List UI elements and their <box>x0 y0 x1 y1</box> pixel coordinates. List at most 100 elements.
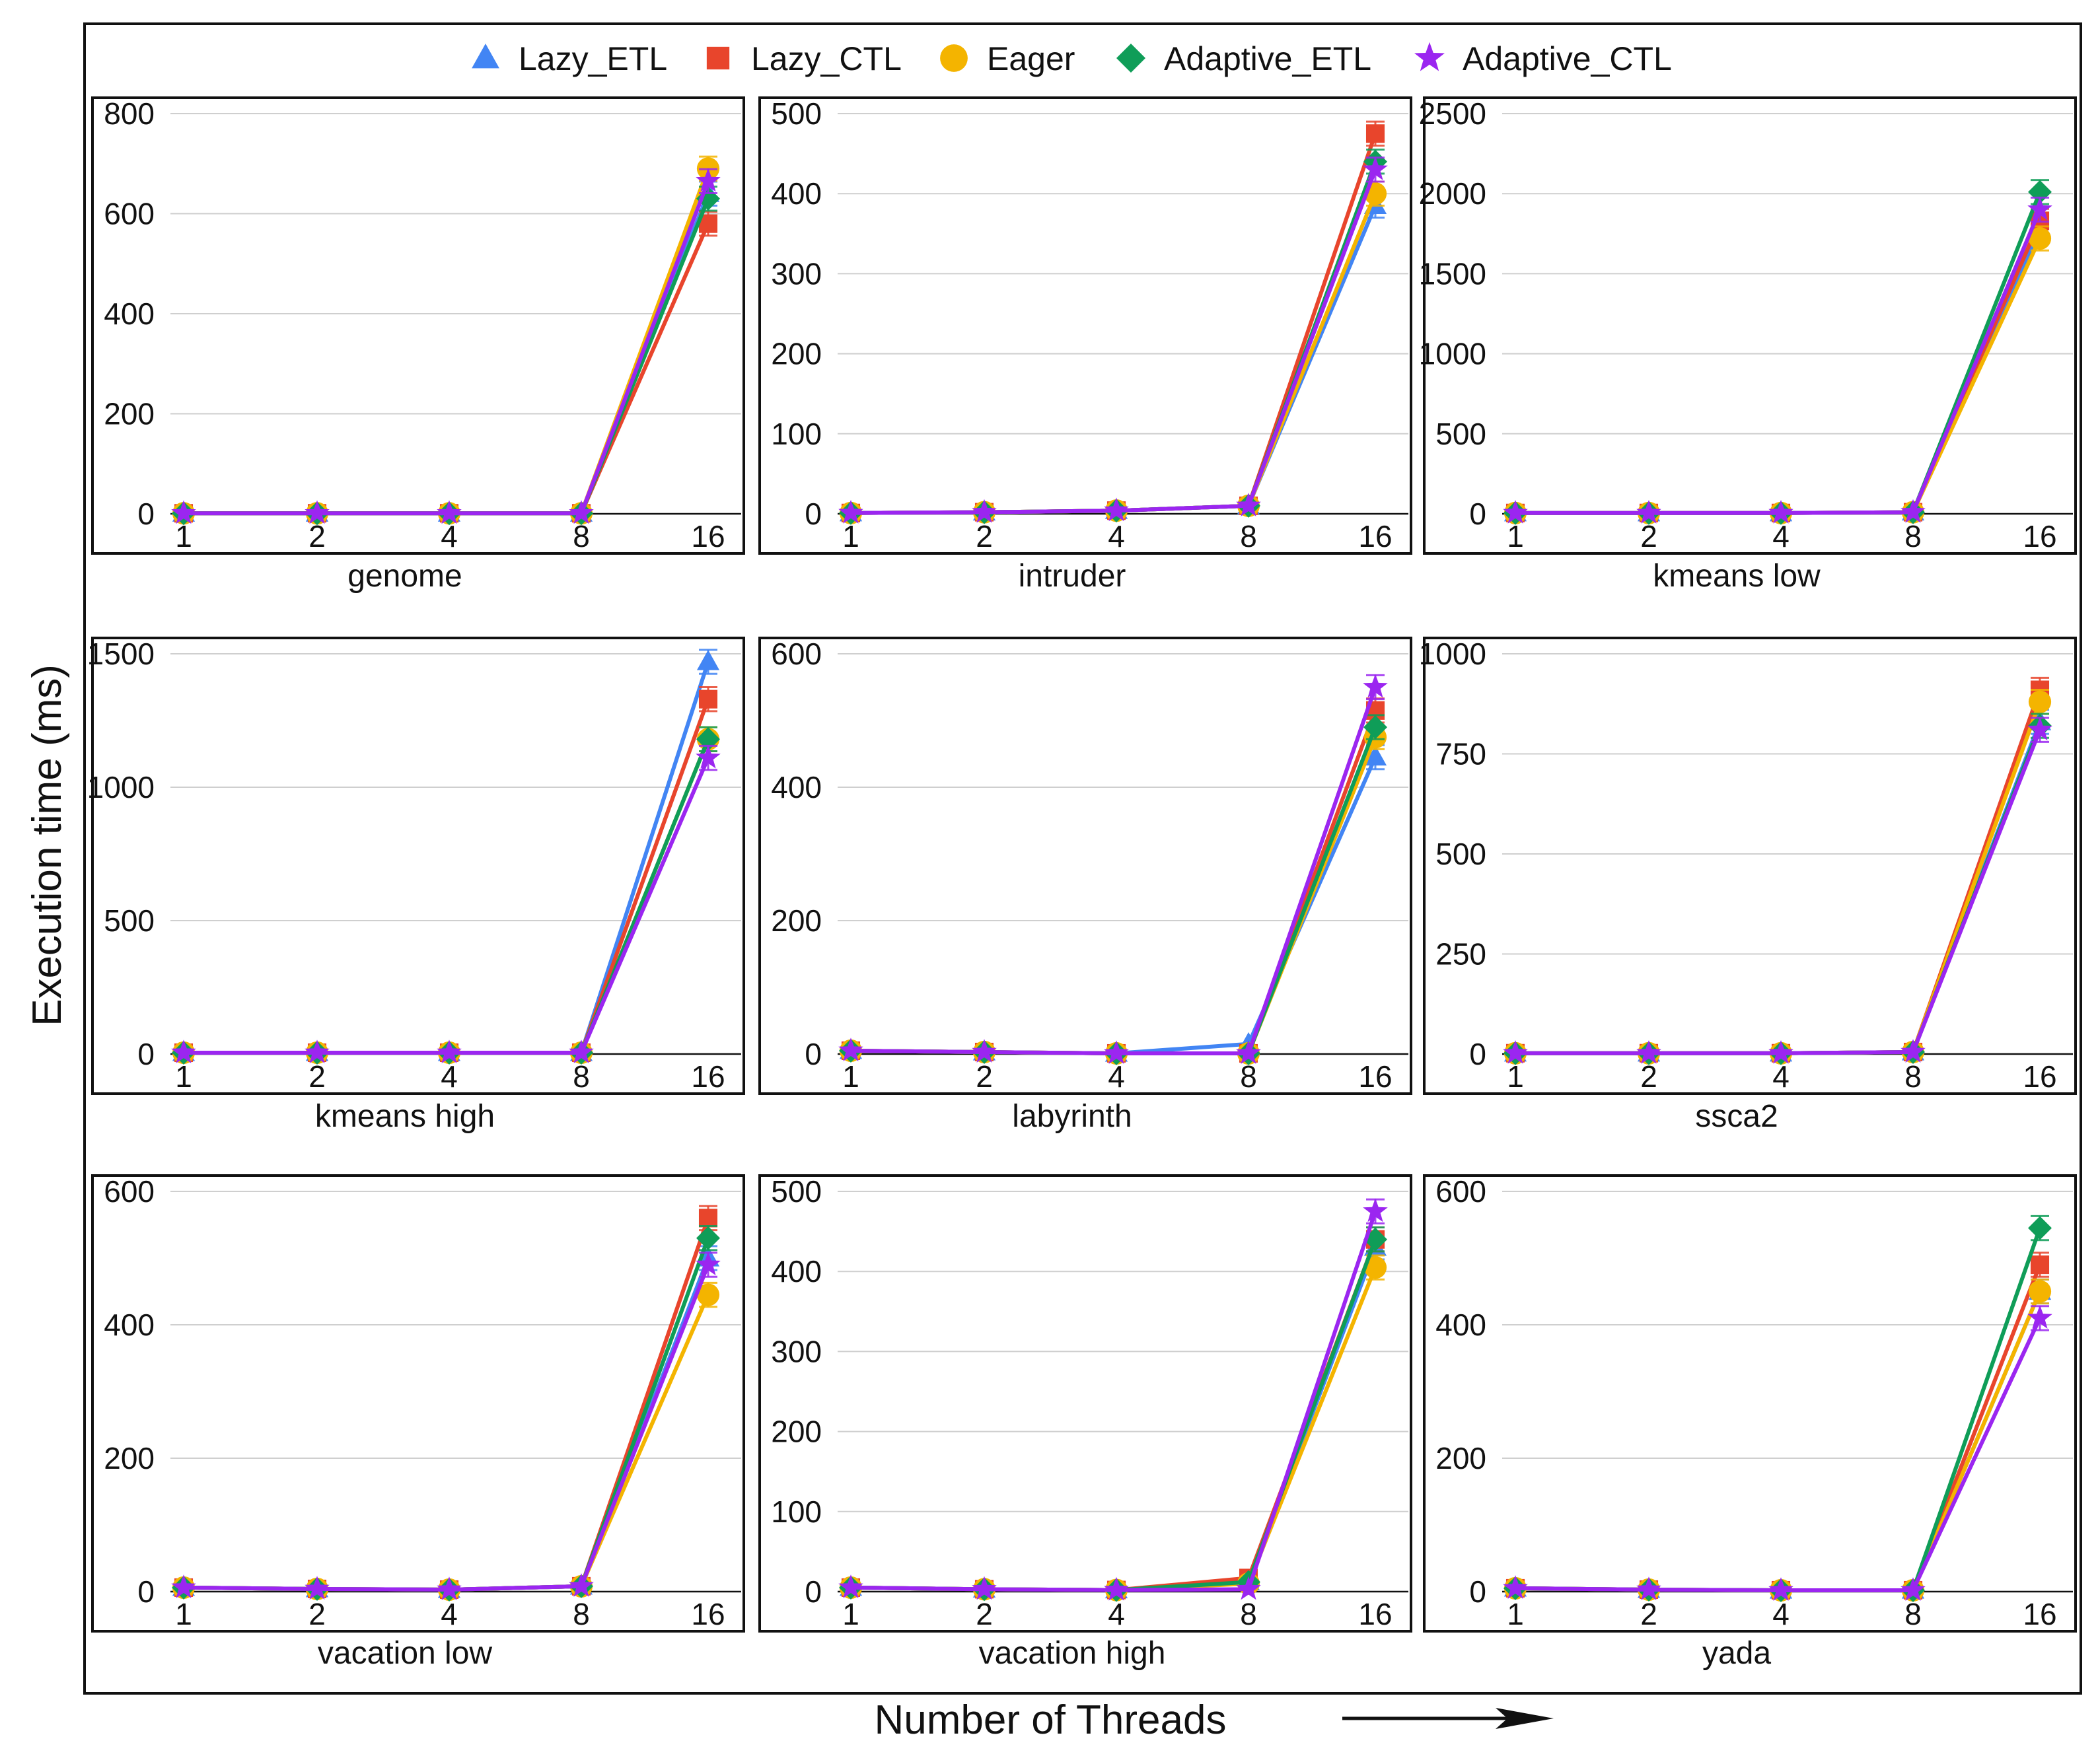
legend-item-eager: Eager <box>940 40 1075 77</box>
x-tick-label: 8 <box>573 1059 590 1094</box>
y-tick-label: 2000 <box>1419 176 1486 211</box>
y-tick-label: 0 <box>1469 1037 1486 1071</box>
legend-label: Eager <box>987 40 1075 77</box>
y-tick-label: 750 <box>1435 737 1486 771</box>
y-tick-label: 1000 <box>1419 337 1486 371</box>
x-tick-label: 2 <box>976 1059 993 1094</box>
x-tick-label: 4 <box>1772 1597 1790 1631</box>
y-tick-label: 500 <box>771 1174 822 1209</box>
panel-title: kmeans low <box>1653 559 1821 594</box>
x-tick-label: 4 <box>1108 1597 1125 1631</box>
panel-title: ssca2 <box>1695 1099 1778 1134</box>
y-tick-label: 1500 <box>1419 256 1486 291</box>
data-point <box>1768 500 1793 524</box>
data-point <box>1363 157 1388 180</box>
y-tick-label: 400 <box>104 1308 155 1342</box>
arrow <box>1342 1708 1554 1729</box>
panel-vacation-low: 0 200 400 600 1 2 4 8 16 vacation low <box>91 1174 745 1671</box>
panel-kmeans-high: 0 500 1000 1500 1 2 4 8 16 kmeans high <box>87 637 745 1134</box>
y-tick-label: 400 <box>104 297 155 331</box>
data-point <box>972 1039 997 1063</box>
y-tick-label: 500 <box>771 96 822 131</box>
data-point <box>171 1574 196 1598</box>
x-tick-label: 16 <box>691 1597 725 1631</box>
data-point <box>1636 500 1661 524</box>
y-tick-label: 600 <box>1435 1174 1486 1209</box>
y-tick-label: 0 <box>805 1574 822 1609</box>
y-tick-label: 100 <box>771 417 822 451</box>
series-adaptive-ctl <box>838 157 1388 524</box>
y-tick-label: 1500 <box>87 637 155 671</box>
data-point <box>1236 1576 1261 1600</box>
data-point <box>1104 497 1129 522</box>
data-point <box>171 1040 196 1063</box>
x-tick-label: 16 <box>691 1059 725 1094</box>
data-point <box>1636 1576 1661 1600</box>
series-adaptive-ctl <box>1503 196 2052 524</box>
panel-title: yada <box>1702 1636 1771 1671</box>
data-point <box>1901 1039 1926 1063</box>
y-tick-label: 2500 <box>1419 96 1486 131</box>
panel-frame <box>91 1174 745 1633</box>
y-tick-label: 0 <box>805 497 822 531</box>
x-axis-title: Number of Threads <box>875 1697 1227 1743</box>
y-tick-label: 200 <box>104 1441 155 1475</box>
legend-label: Lazy_ETL <box>519 40 667 77</box>
y-tick-label: 250 <box>1435 937 1486 971</box>
panel-frame <box>1423 96 2077 555</box>
legend-item-lazy-ctl: Lazy_CTL <box>706 40 902 77</box>
legend-label: Lazy_CTL <box>751 40 902 77</box>
data-point <box>972 1576 997 1600</box>
data-point <box>696 1226 720 1250</box>
series-adaptive-ctl <box>171 744 721 1063</box>
panel-title: genome <box>347 559 462 594</box>
data-point <box>1768 1577 1793 1601</box>
legend-item-lazy-etl: Lazy_ETL <box>472 40 667 77</box>
data-point <box>2028 1216 2052 1240</box>
data-point <box>696 1283 720 1306</box>
x-tick-label: 8 <box>1240 519 1257 553</box>
x-tick-label: 16 <box>1358 1059 1392 1094</box>
data-point <box>2027 196 2052 221</box>
y-tick-label: 400 <box>771 176 822 211</box>
y-tick-label: 400 <box>771 770 822 804</box>
legend-marker-diamond <box>1116 44 1145 73</box>
x-tick-label: 16 <box>1358 519 1392 553</box>
data-point <box>696 168 721 192</box>
data-point <box>2028 1280 2052 1303</box>
data-point <box>1503 1575 1528 1599</box>
x-tick-label: 2 <box>976 519 993 553</box>
series-adaptive-ctl <box>838 1198 1388 1601</box>
y-tick-label: 200 <box>771 337 822 371</box>
panel-frame <box>91 637 745 1095</box>
figure-frame <box>83 22 2082 1695</box>
data-point <box>838 1038 863 1061</box>
data-point <box>569 1573 594 1597</box>
data-point <box>1363 1198 1388 1222</box>
x-tick-label: 16 <box>2023 1059 2056 1094</box>
y-tick-label: 0 <box>137 497 155 531</box>
y-tick-label: 100 <box>771 1495 822 1529</box>
x-tick-label: 16 <box>2023 519 2056 553</box>
data-point <box>698 689 718 709</box>
x-tick-label: 1 <box>842 1059 859 1094</box>
data-point <box>305 1040 330 1063</box>
data-point <box>1363 674 1388 698</box>
legend-item-adaptive-etl: Adaptive_ETL <box>1116 40 1371 77</box>
data-point <box>1768 1040 1793 1064</box>
data-point <box>698 1209 718 1228</box>
data-point <box>838 1574 863 1598</box>
legend-item-adaptive-ctl: Adaptive_CTL <box>1414 40 1672 77</box>
legend-marker-circle <box>940 44 968 72</box>
data-point <box>1236 1040 1261 1064</box>
data-point <box>171 500 196 524</box>
y-tick-label: 0 <box>137 1574 155 1609</box>
panel-title: vacation low <box>318 1636 492 1671</box>
y-tick-label: 500 <box>104 903 155 938</box>
y-tick-label: 1000 <box>87 770 155 804</box>
data-point <box>696 744 721 769</box>
